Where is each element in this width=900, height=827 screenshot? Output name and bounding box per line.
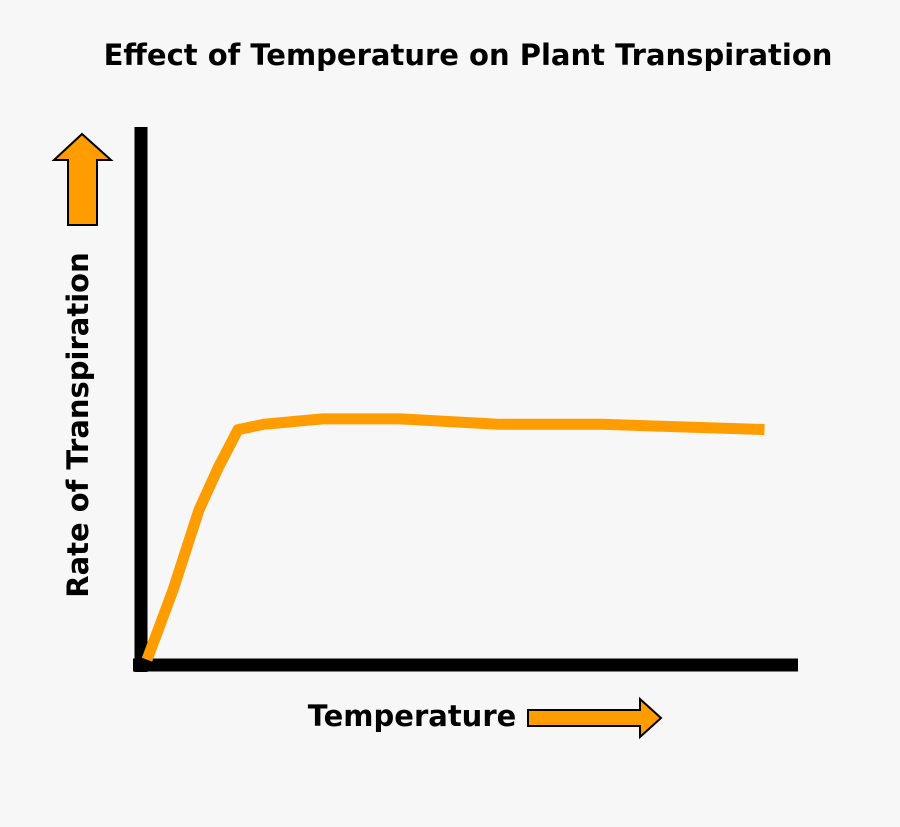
right-arrow	[527, 696, 663, 740]
y-axis-label: Rate of Transpiration	[61, 252, 95, 597]
line-series	[141, 413, 765, 662]
chart-title: Effect of Temperature on Plant Transpira…	[104, 38, 833, 72]
x-axis-label: Temperature	[308, 699, 517, 733]
up-arrow	[51, 132, 114, 226]
